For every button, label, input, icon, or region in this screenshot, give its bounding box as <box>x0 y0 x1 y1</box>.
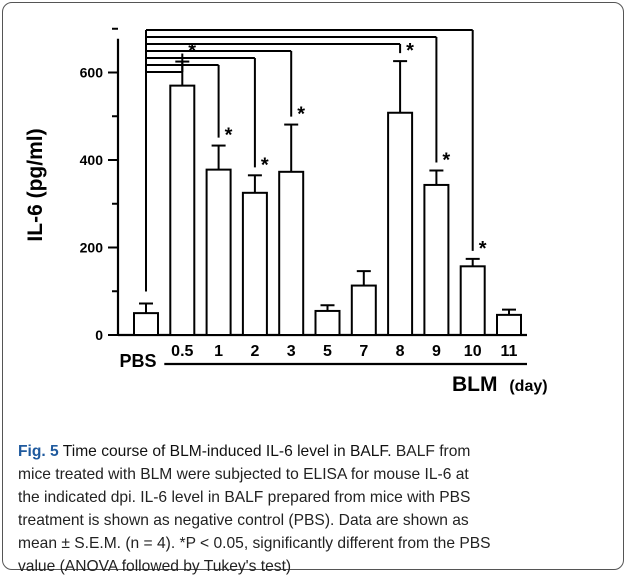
bar <box>314 309 341 336</box>
caption-line: the indicated dpi. IL-6 level in BALF pr… <box>18 489 471 506</box>
bar <box>350 284 377 336</box>
significance-star: * <box>406 40 414 62</box>
x-tick-label: 10 <box>464 343 482 360</box>
bar <box>241 191 268 336</box>
bar <box>387 111 414 336</box>
bars <box>133 60 522 336</box>
blm-label: BLM <box>452 373 498 396</box>
significance-star: * <box>297 104 305 126</box>
day-unit-label: (day) <box>509 378 547 395</box>
caption-line: BALF from <box>391 443 471 460</box>
caption-line: treatment is shown as negative control (… <box>18 512 469 529</box>
tick-labels: 0 200 400 600 PBS 0.5 1 2 3 5 7 8 9 10 11 <box>80 65 518 372</box>
x-tick-label: 5 <box>323 343 332 360</box>
bar <box>205 168 232 336</box>
x-tick-label: 8 <box>396 343 405 360</box>
figure-label: Fig. 5 <box>18 443 59 460</box>
significance-star: * <box>479 238 487 260</box>
y-tick-label: 600 <box>80 65 104 81</box>
y-tick-label: 200 <box>80 240 104 256</box>
bar <box>169 84 196 336</box>
figure-frame <box>2 2 624 570</box>
caption-line: value (ANOVA followed by Tukey's test) <box>18 558 292 575</box>
figure-caption: Fig. 5 Time course of BLM-induced IL-6 l… <box>18 440 608 578</box>
figure-title: Time course of BLM-induced IL-6 level in… <box>58 443 392 460</box>
x-tick-label: 3 <box>287 343 296 360</box>
x-tick-label: 0.5 <box>171 343 193 360</box>
y-axis-title: IL-6 (pg/ml) <box>24 128 47 241</box>
x-tick-label-pbs: PBS <box>119 351 156 371</box>
x-tick-label: 9 <box>432 343 441 360</box>
x-tick-label: 2 <box>250 343 259 360</box>
bar <box>496 313 522 336</box>
significance-star: * <box>225 125 233 147</box>
caption-line: mean ± S.E.M. (n = 4). *P < 0.05, signif… <box>18 535 491 552</box>
significance-star: * <box>442 150 450 172</box>
bar <box>133 312 159 336</box>
x-tick-label: 11 <box>501 343 518 360</box>
significance-star: * <box>261 154 269 176</box>
bar <box>423 183 450 336</box>
y-tick-label: 0 <box>95 327 103 343</box>
caption-line: mice treated with BLM were subjected to … <box>18 466 469 483</box>
blm-group-label: BLM (day) <box>452 373 548 396</box>
y-tick-label: 400 <box>80 152 104 168</box>
x-tick-label: 7 <box>359 343 368 360</box>
x-tick-label: 1 <box>214 343 223 360</box>
bar <box>278 170 305 336</box>
bar <box>459 265 486 336</box>
